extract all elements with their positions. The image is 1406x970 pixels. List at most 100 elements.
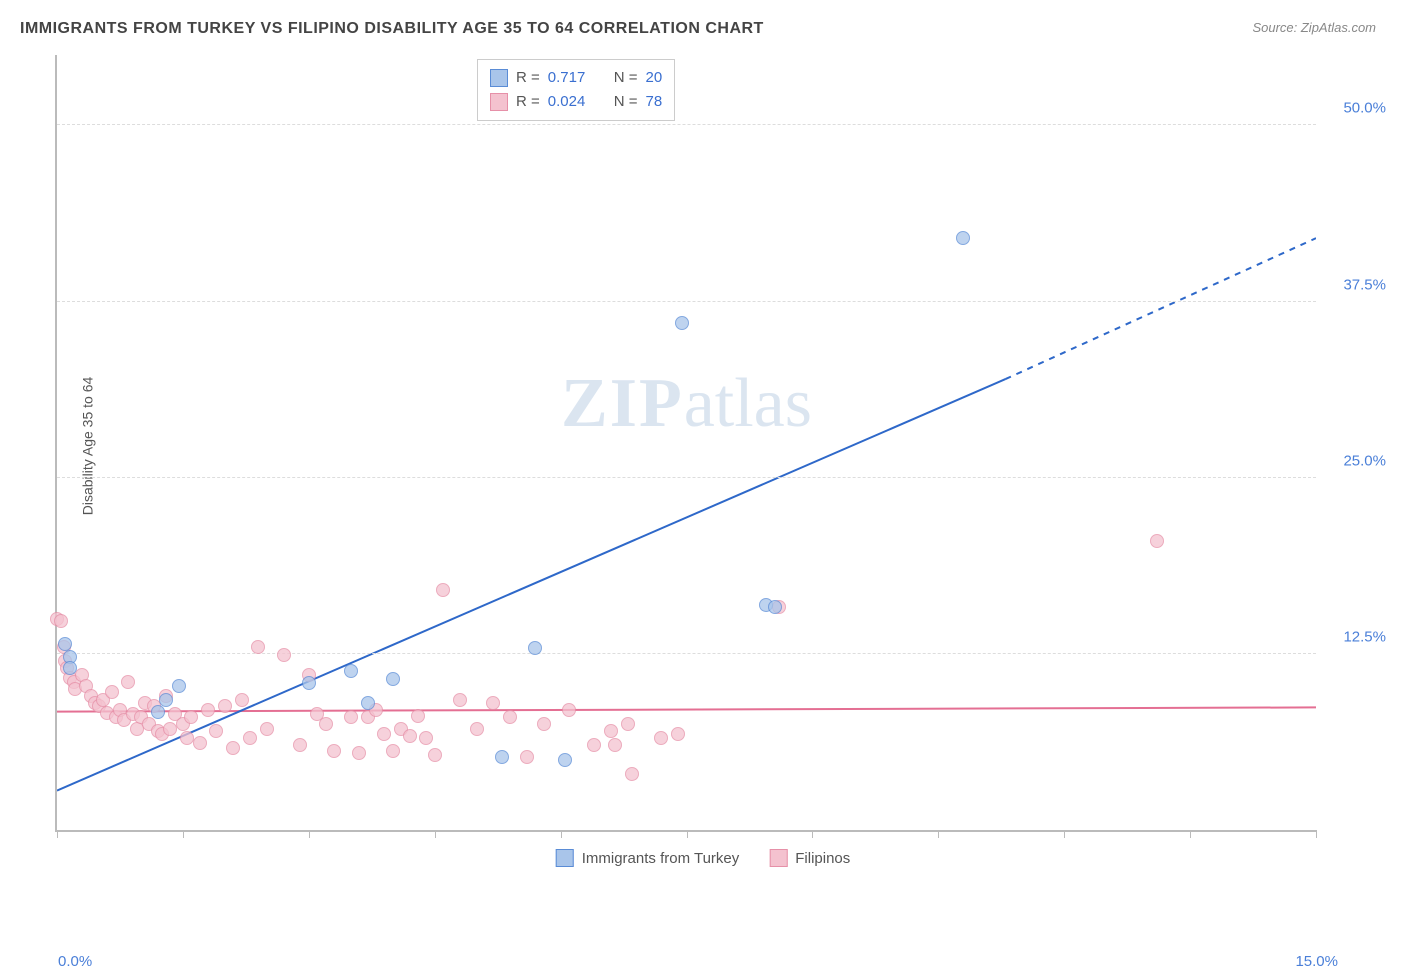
data-point-filipino <box>453 693 467 707</box>
data-point-filipino <box>503 710 517 724</box>
data-point-filipino <box>411 709 425 723</box>
x-tick-mark <box>309 830 310 838</box>
x-tick-mark <box>1064 830 1065 838</box>
data-point-filipino <box>121 675 135 689</box>
gridline-y <box>57 124 1316 125</box>
data-point-filipino <box>625 767 639 781</box>
trendlines-svg <box>57 55 1316 830</box>
watermark-zip: ZIP <box>561 365 684 442</box>
data-point-filipino <box>260 722 274 736</box>
legend-item-filipino: Filipinos <box>769 849 850 867</box>
legend-n-label: N = <box>614 66 638 90</box>
data-point-filipino <box>201 703 215 717</box>
data-point-turkey <box>528 641 542 655</box>
data-point-filipino <box>193 736 207 750</box>
x-tick-mark <box>1316 830 1317 838</box>
data-point-filipino <box>621 717 635 731</box>
legend-correlation-row: R = 0.024 N = 78 <box>490 90 662 114</box>
data-point-filipino <box>352 746 366 760</box>
data-point-filipino <box>562 703 576 717</box>
x-tick-mark <box>938 830 939 838</box>
data-point-filipino <box>327 744 341 758</box>
data-point-filipino <box>604 724 618 738</box>
chart-title: IMMIGRANTS FROM TURKEY VS FILIPINO DISAB… <box>20 20 764 38</box>
swatch-turkey <box>556 849 574 867</box>
legend-label-filipino: Filipinos <box>795 850 850 867</box>
data-point-filipino <box>243 731 257 745</box>
legend-n-value: 78 <box>646 90 663 114</box>
x-tick-mark <box>561 830 562 838</box>
x-tick-mark <box>57 830 58 838</box>
data-point-filipino <box>436 583 450 597</box>
data-point-filipino <box>608 738 622 752</box>
data-point-filipino <box>520 750 534 764</box>
data-point-filipino <box>319 717 333 731</box>
data-point-filipino <box>428 748 442 762</box>
legend-swatch <box>490 93 508 111</box>
trendline <box>57 707 1316 711</box>
data-point-turkey <box>386 672 400 686</box>
data-point-filipino <box>386 744 400 758</box>
data-point-turkey <box>302 676 316 690</box>
chart-plot-area: ZIPatlas R =0.717N =20R =0.024N =78 12.5… <box>55 55 1316 832</box>
series-legend: Immigrants from Turkey Filipinos <box>556 849 851 867</box>
gridline-y <box>57 653 1316 654</box>
x-tick-mark <box>812 830 813 838</box>
data-point-filipino <box>671 727 685 741</box>
trendline <box>57 379 1005 790</box>
gridline-y <box>57 301 1316 302</box>
source-label: Source: ZipAtlas.com <box>1252 20 1376 35</box>
data-point-filipino <box>537 717 551 731</box>
x-axis-min-label: 0.0% <box>58 953 92 970</box>
data-point-turkey <box>361 696 375 710</box>
data-point-filipino <box>470 722 484 736</box>
legend-label-turkey: Immigrants from Turkey <box>582 850 740 867</box>
x-tick-mark <box>1190 830 1191 838</box>
legend-item-turkey: Immigrants from Turkey <box>556 849 740 867</box>
data-point-filipino <box>54 614 68 628</box>
data-point-filipino <box>419 731 433 745</box>
legend-r-label: R = <box>516 90 540 114</box>
x-tick-mark <box>435 830 436 838</box>
y-tick-label: 37.5% <box>1343 276 1386 293</box>
data-point-turkey <box>956 231 970 245</box>
data-point-filipino <box>1150 534 1164 548</box>
legend-r-label: R = <box>516 66 540 90</box>
correlation-legend: R = 0.717 N = 20 R = 0.024 N = 78 <box>477 59 675 121</box>
data-point-filipino <box>235 693 249 707</box>
x-axis-max-label: 15.0% <box>1295 953 1338 970</box>
watermark-atlas: atlas <box>684 365 812 442</box>
data-point-filipino <box>105 685 119 699</box>
data-point-filipino <box>293 738 307 752</box>
legend-n-value: 20 <box>646 66 663 90</box>
data-point-turkey <box>151 705 165 719</box>
data-point-turkey <box>558 753 572 767</box>
x-tick-mark <box>687 830 688 838</box>
legend-swatch <box>490 69 508 87</box>
legend-r-value: 0.717 <box>548 66 606 90</box>
gridline-y <box>57 477 1316 478</box>
data-point-filipino <box>486 696 500 710</box>
x-tick-mark <box>183 830 184 838</box>
data-point-filipino <box>587 738 601 752</box>
data-point-turkey <box>495 750 509 764</box>
data-point-turkey <box>675 316 689 330</box>
data-point-filipino <box>209 724 223 738</box>
data-point-filipino <box>218 699 232 713</box>
data-point-turkey <box>768 600 782 614</box>
legend-n-label: N = <box>614 90 638 114</box>
data-point-filipino <box>377 727 391 741</box>
data-point-turkey <box>63 661 77 675</box>
data-point-turkey <box>172 679 186 693</box>
y-tick-label: 25.0% <box>1343 452 1386 469</box>
data-point-filipino <box>344 710 358 724</box>
data-point-filipino <box>226 741 240 755</box>
data-point-filipino <box>277 648 291 662</box>
data-point-filipino <box>184 710 198 724</box>
legend-r-value: 0.024 <box>548 90 606 114</box>
y-tick-label: 50.0% <box>1343 100 1386 117</box>
trendline <box>1005 238 1316 379</box>
data-point-filipino <box>251 640 265 654</box>
swatch-filipino <box>769 849 787 867</box>
y-tick-label: 12.5% <box>1343 628 1386 645</box>
